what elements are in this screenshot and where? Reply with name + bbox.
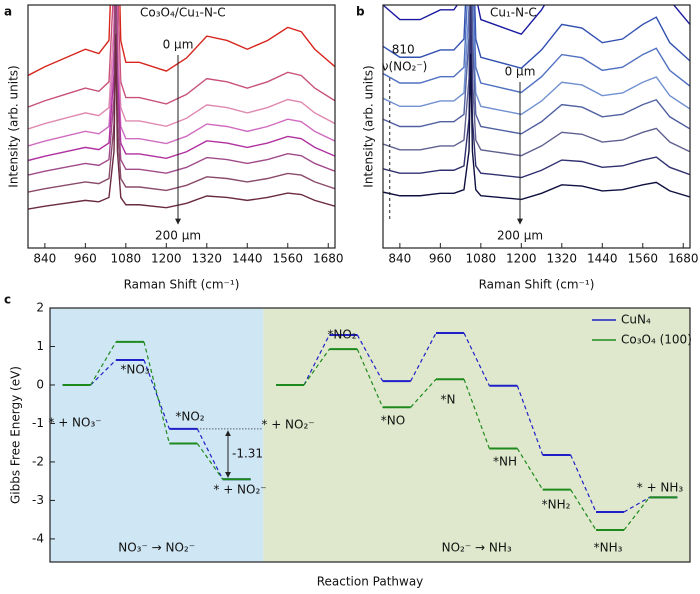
- x-tick-label: 1680: [313, 252, 344, 266]
- region: [50, 308, 264, 562]
- energy-connector: [410, 378, 437, 408]
- spectrum: [383, 5, 690, 135]
- spectrum: [383, 5, 690, 157]
- x-tick-label: 960: [74, 252, 97, 266]
- x-tick-label: 1200: [506, 252, 537, 266]
- panel-title: Co₃O₄/Cu₁-N-C: [140, 6, 226, 20]
- state-label: *NO₂: [175, 410, 204, 424]
- state-label: *N: [441, 393, 456, 407]
- x-axis-label: Reaction Pathway: [317, 575, 424, 589]
- energy-connector: [143, 359, 170, 430]
- y-axis-label: Gibbs Free Energy (eV): [9, 366, 23, 504]
- depth-label: 200 μm: [497, 229, 543, 243]
- state-label: * + NO₃⁻: [48, 416, 101, 430]
- state-label: *NH₂: [542, 498, 571, 512]
- plot-frame: [49, 307, 691, 563]
- depth-label: 200 μm: [155, 229, 201, 243]
- energy-connector: [516, 385, 544, 456]
- energy-connector: [570, 454, 597, 513]
- x-tick-label: 840: [33, 252, 56, 266]
- state-label: *NO₂: [327, 328, 356, 342]
- x-tick-label: 1320: [547, 252, 578, 266]
- y-tick-label: 2: [36, 301, 44, 315]
- state-label: *NH: [493, 455, 517, 469]
- spectrum: [383, 5, 690, 116]
- y-axis-label: Intensity (arb. units): [362, 65, 376, 187]
- panel-title: Cu₁-N-C: [490, 6, 537, 20]
- legend-label: Co₃O₄ (100): [621, 333, 692, 347]
- spectrum: [383, 53, 690, 201]
- reference-value: 810: [392, 43, 415, 57]
- reference-label: ν(NO₂⁻): [382, 60, 428, 74]
- x-tick-label: 840: [388, 252, 411, 266]
- y-tick-label: -1: [32, 416, 44, 430]
- y-tick-label: 0: [36, 377, 44, 391]
- spectrum: [28, 5, 335, 193]
- x-tick-label: 1200: [151, 252, 182, 266]
- state-label: *NH₃: [594, 541, 623, 555]
- spectrum: [28, 5, 335, 108]
- spectrum: [383, 5, 690, 69]
- x-tick-label: 1320: [192, 252, 223, 266]
- x-tick-label: 1680: [668, 252, 699, 266]
- energy-connector: [516, 448, 544, 490]
- state-label: *NO₃: [120, 363, 149, 377]
- energy-connector: [303, 334, 330, 386]
- spectrum: [383, 5, 690, 94]
- spectrum: [28, 5, 335, 176]
- x-tick-label: 1440: [587, 252, 618, 266]
- legend-label: CuN₄: [621, 313, 651, 327]
- plot-frame: [382, 4, 691, 249]
- state-label: *NO: [381, 414, 405, 428]
- energy-connector: [90, 359, 117, 386]
- spectrum: [28, 5, 335, 130]
- state-label: * + NH₃: [637, 481, 684, 495]
- spectrum: [28, 5, 335, 147]
- spectrum: [28, 5, 335, 77]
- energy-connector: [463, 378, 490, 449]
- state-label: * + NO₂⁻: [261, 418, 314, 432]
- x-tick-label: 1440: [232, 252, 263, 266]
- y-axis-label: Intensity (arb. units): [7, 65, 21, 187]
- energy-connector: [303, 348, 330, 386]
- difference-label: -1.31: [232, 447, 263, 461]
- depth-label: 0 μm: [505, 65, 536, 79]
- region-label: NO₃⁻ → NO₂⁻: [118, 541, 195, 555]
- panel-label: c: [4, 293, 11, 307]
- spectrum: [28, 5, 335, 162]
- x-tick-label: 1560: [627, 252, 658, 266]
- x-axis-label: Raman Shift (cm⁻¹): [479, 278, 595, 292]
- x-tick-label: 960: [429, 252, 452, 266]
- panel-label: b: [356, 5, 365, 19]
- energy-connector: [570, 489, 597, 531]
- energy-connector: [356, 348, 384, 408]
- y-tick-label: -2: [32, 454, 44, 468]
- spectrum: [383, 5, 690, 35]
- energy-connector: [143, 341, 170, 444]
- state-label: * + NO₂⁻: [213, 483, 266, 497]
- x-tick-label: 1560: [272, 252, 303, 266]
- x-tick-label: 1080: [466, 252, 497, 266]
- spectrum: [383, 5, 690, 179]
- energy-connector: [90, 341, 117, 386]
- energy-connector: [196, 443, 224, 480]
- y-tick-label: -3: [32, 493, 44, 507]
- energy-connector: [356, 334, 384, 382]
- y-tick-label: 1: [36, 339, 44, 353]
- region-label: NO₂⁻ → NH₃: [442, 541, 512, 555]
- spectrum: [28, 34, 335, 210]
- x-axis-label: Raman Shift (cm⁻¹): [124, 278, 240, 292]
- energy-connector: [410, 332, 437, 382]
- depth-label: 0 μm: [163, 38, 194, 52]
- energy-connector: [196, 428, 224, 480]
- panel-label: a: [4, 5, 12, 19]
- plot-frame: [27, 4, 336, 249]
- x-tick-label: 1080: [111, 252, 142, 266]
- region: [263, 308, 690, 562]
- y-tick-label: -4: [32, 531, 44, 545]
- energy-connector: [623, 496, 650, 513]
- energy-connector: [463, 332, 490, 386]
